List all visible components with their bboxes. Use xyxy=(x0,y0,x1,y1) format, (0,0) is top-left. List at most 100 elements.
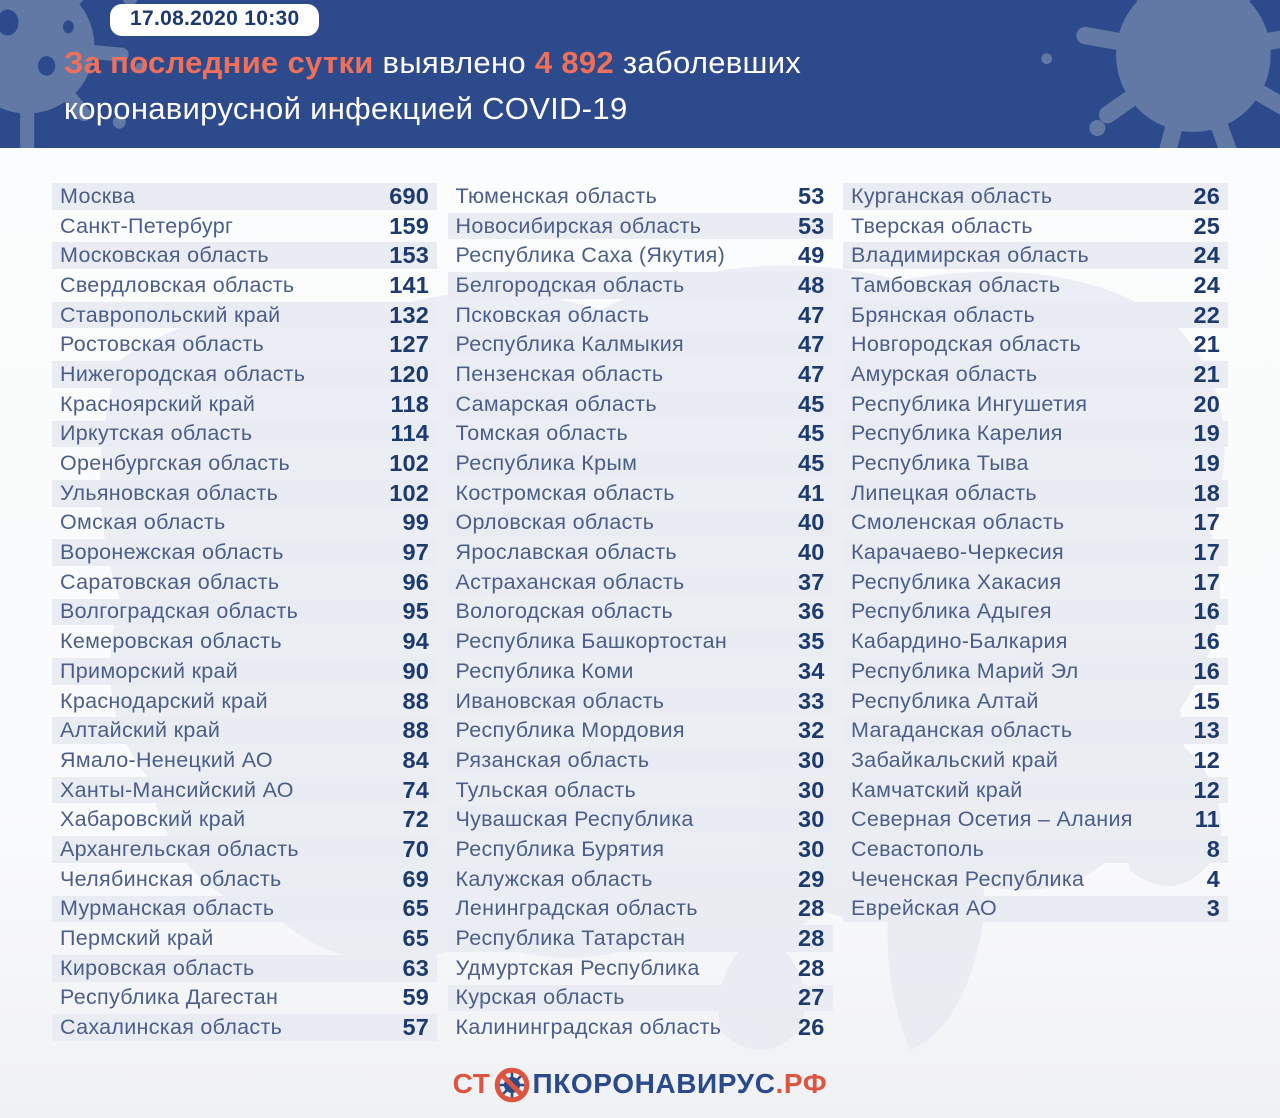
region-name: Забайкальский край xyxy=(851,747,1059,772)
table-row: Республика Ингушетия 20 xyxy=(843,391,1228,418)
region-value: 8 xyxy=(1206,835,1220,862)
table-row: Вологодская область 36 xyxy=(448,598,833,626)
region-value: 57 xyxy=(402,1014,429,1041)
table-row: Камчатский край 12 xyxy=(843,777,1228,804)
region-name: Ханты-Мансийский АО xyxy=(60,777,294,802)
region-name: Алтайский край xyxy=(60,718,221,743)
region-name: Томская область xyxy=(455,421,629,446)
region-value: 53 xyxy=(797,182,825,209)
region-name: Магаданская область xyxy=(851,718,1073,743)
region-value: 45 xyxy=(797,390,825,417)
region-name: Псковская область xyxy=(455,302,650,327)
region-name: Пензенская область xyxy=(455,361,664,386)
region-value: 94 xyxy=(402,628,429,655)
table-row: Челябинская область 69 xyxy=(52,866,437,893)
region-name: Ставропольский край xyxy=(60,302,281,327)
logo-suffix: .РФ xyxy=(775,1068,828,1099)
region-name: Красноярский край xyxy=(60,391,256,416)
region-name: Новосибирская область xyxy=(455,213,702,238)
region-value: 3 xyxy=(1206,895,1220,922)
region-name: Мурманская область xyxy=(60,896,275,921)
title-accent: За последние сутки xyxy=(64,45,374,80)
table-row: Республика Карелия 19 xyxy=(843,420,1228,448)
header-banner: 17.08.2020 10:30 За последние сутки выяв… xyxy=(0,0,1280,148)
region-name: Вологодская область xyxy=(455,599,673,624)
table-row: Ставропольский край 132 xyxy=(52,302,437,329)
region-name: Карачаево-Черкесия xyxy=(851,540,1064,565)
table-row: Костромская область 41 xyxy=(448,480,833,507)
region-name: Республика Татарстан xyxy=(455,926,686,951)
table-row: Калужская область 29 xyxy=(447,866,833,893)
table-row: Новосибирская область 53 xyxy=(447,213,833,240)
region-name: Липецкая область xyxy=(851,480,1037,505)
region-value: 47 xyxy=(797,301,825,328)
title-word: выявлено xyxy=(382,45,526,80)
region-name: Волгоградская область xyxy=(60,599,299,624)
region-name: Владимирская область xyxy=(851,243,1089,268)
table-row: Мурманская область 65 xyxy=(52,895,437,923)
table-row: Ивановская область 33 xyxy=(447,688,833,715)
region-name: Иркутская область xyxy=(60,421,253,446)
region-value: 19 xyxy=(1193,420,1220,447)
title-line-1: За последние сутки выявлено 4 892 заболе… xyxy=(64,40,801,86)
table-row: Санкт-Петербург 159 xyxy=(52,213,437,240)
region-value: 118 xyxy=(390,390,429,417)
region-value: 88 xyxy=(402,687,429,714)
region-name: Пермский край xyxy=(60,926,214,951)
region-value: 16 xyxy=(1193,657,1220,684)
table-row: Ростовская область 127 xyxy=(52,331,437,358)
table-row: Тульская область 30 xyxy=(448,777,833,804)
table-row: Ямало-Ненецкий АО 84 xyxy=(52,747,437,774)
region-value: 13 xyxy=(1193,717,1220,744)
region-name: Белгородская область xyxy=(455,272,685,297)
region-name: Ярославская область xyxy=(455,540,677,565)
region-name: Тюменская область xyxy=(455,183,658,208)
region-name: Республика Башкортостан xyxy=(455,629,728,654)
table-row: Самарская область 45 xyxy=(447,390,833,418)
table-row: Республика Марий Эл 16 xyxy=(843,658,1228,685)
table-row: Краснодарский край 88 xyxy=(52,688,437,715)
region-name: Курганская область xyxy=(851,183,1053,208)
region-value: 27 xyxy=(797,984,825,1011)
table-row: Воронежская область 97 xyxy=(52,539,437,566)
region-name: Тверская область xyxy=(851,213,1033,238)
region-value: 141 xyxy=(389,271,429,298)
region-value: 26 xyxy=(1193,182,1220,209)
table-row: Северная Осетия – Алания 11 xyxy=(843,806,1228,833)
region-name: Приморский край xyxy=(60,658,239,683)
table-column: Тюменская область 53 Новосибирская область… xyxy=(447,182,833,1044)
table-row: Республика Башкортостан 35 xyxy=(447,628,833,655)
region-value: 16 xyxy=(1193,598,1220,625)
table-row: Алтайский край 88 xyxy=(52,717,437,745)
region-value: 18 xyxy=(1193,479,1220,506)
table-row: Магаданская область 13 xyxy=(843,717,1228,745)
region-value: 88 xyxy=(402,717,429,744)
region-value: 36 xyxy=(797,598,825,625)
region-value: 97 xyxy=(402,539,429,566)
table-row: Республика Адыгея 16 xyxy=(843,598,1228,626)
table-row: Ханты-Мансийский АО 74 xyxy=(52,777,437,804)
region-name: Московская область xyxy=(60,243,269,268)
region-name: Калининградская область xyxy=(455,1015,722,1040)
region-name: Ульяновская область xyxy=(60,480,279,505)
table-row: Ярославская область 40 xyxy=(448,539,833,566)
region-name: Республика Хакасия xyxy=(851,569,1062,594)
region-value: 28 xyxy=(797,925,825,952)
regions-table: Москва 690 Санкт-Петербург 159 Московская об… xyxy=(52,183,1228,1044)
region-value: 102 xyxy=(389,450,429,477)
region-value: 65 xyxy=(402,895,429,922)
region-value: 21 xyxy=(1193,331,1220,358)
table-row: Брянская область 22 xyxy=(843,302,1228,329)
region-name: Ямало-Ненецкий АО xyxy=(60,747,273,772)
table-row: Архангельская область 70 xyxy=(52,836,437,863)
region-value: 114 xyxy=(390,420,429,447)
region-name: Республика Карелия xyxy=(851,421,1063,446)
region-value: 59 xyxy=(402,984,429,1011)
virus-splash-icon xyxy=(1041,0,1280,148)
title-line-2: коронавирусной инфекцией COVID-19 xyxy=(64,91,628,126)
region-value: 120 xyxy=(389,360,429,387)
region-name: Костромская область xyxy=(455,480,675,505)
region-name: Самарская область xyxy=(455,391,657,416)
region-name: Чеченская Республика xyxy=(851,866,1085,891)
